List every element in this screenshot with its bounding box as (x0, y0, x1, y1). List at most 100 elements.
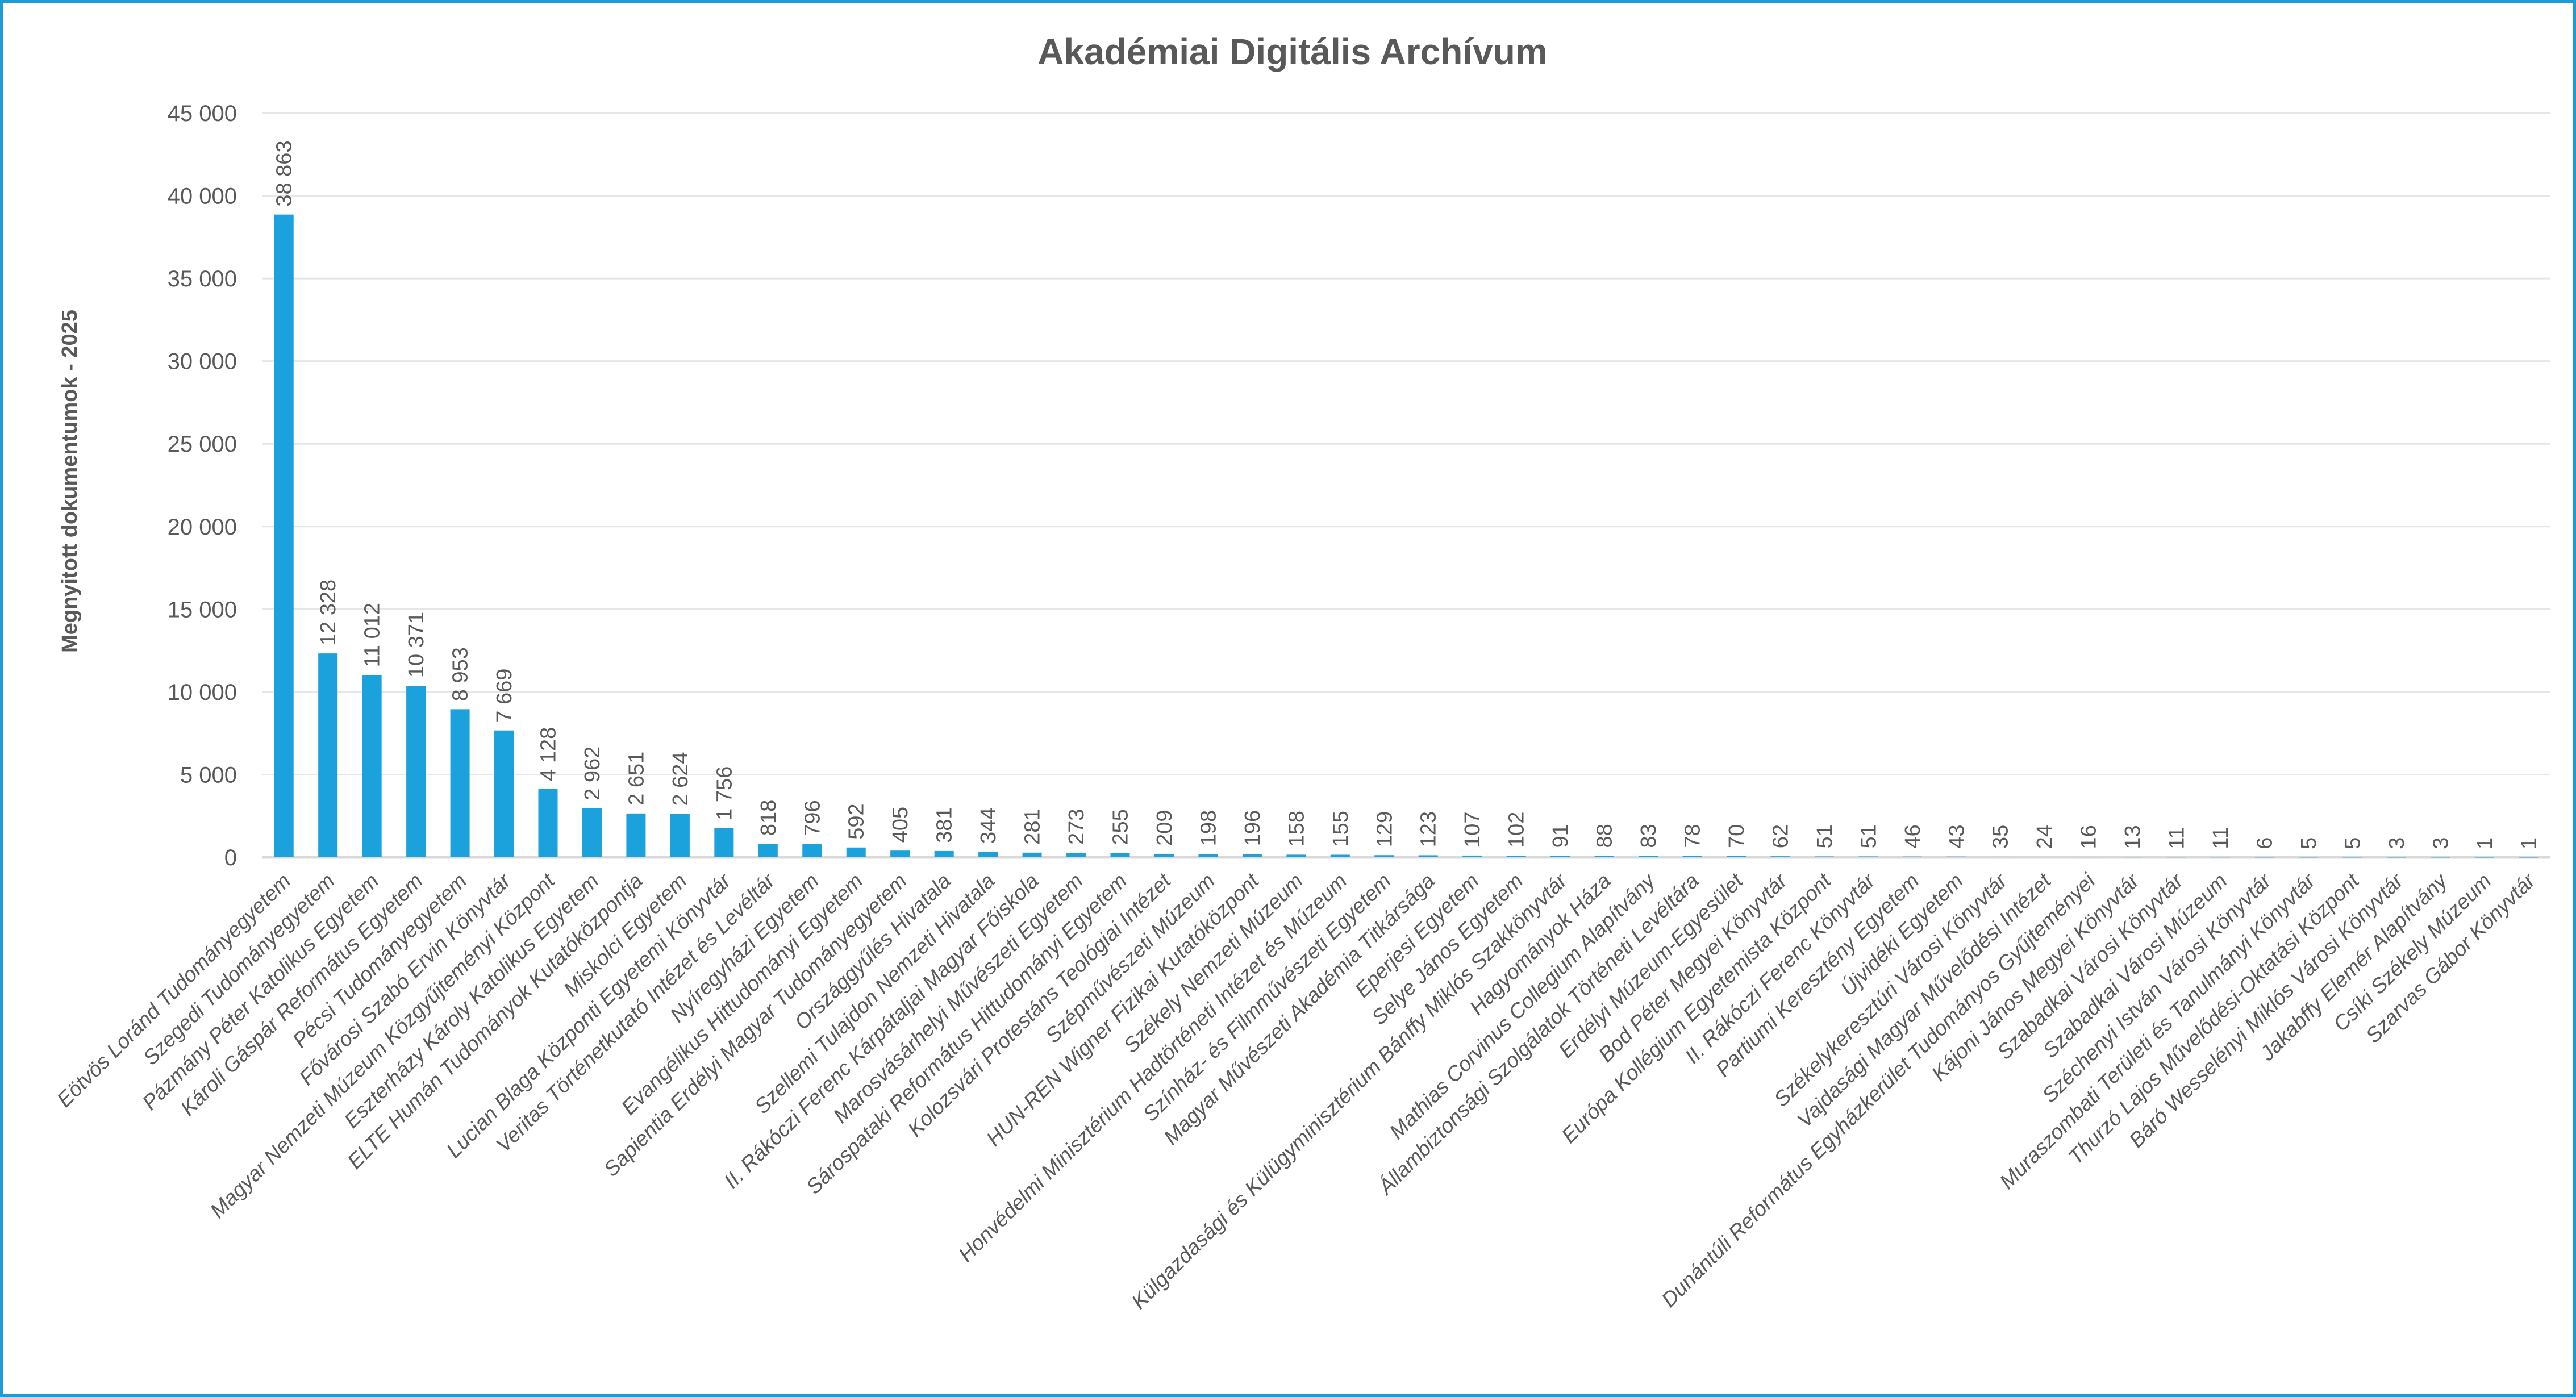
bar (450, 709, 470, 857)
bar (758, 844, 778, 857)
value-label: 2 962 (581, 747, 605, 800)
value-label: 43 (1945, 824, 1969, 848)
bar (2298, 857, 2318, 858)
bar (362, 675, 382, 857)
value-label: 1 (2517, 837, 2541, 849)
y-tick-label: 0 (224, 845, 237, 870)
bar (1418, 855, 1438, 857)
bar (2474, 857, 2494, 858)
value-label: 198 (1197, 810, 1220, 846)
y-tick-label: 30 000 (168, 349, 237, 374)
value-label: 24 (2033, 825, 2057, 849)
value-label: 405 (889, 807, 912, 843)
value-label: 51 (1813, 824, 1837, 848)
bar (1110, 853, 1130, 857)
bar (1726, 856, 1746, 857)
value-label: 7 669 (493, 669, 516, 723)
value-label: 818 (757, 800, 781, 836)
value-label: 46 (1901, 824, 1925, 848)
value-label: 129 (1373, 811, 1397, 847)
value-label: 38 863 (273, 140, 297, 206)
bar (1022, 852, 1042, 857)
bar (1330, 854, 1350, 857)
value-label: 6 (2253, 837, 2277, 849)
bar (494, 730, 514, 857)
bar (274, 214, 294, 857)
y-axis-ticks: 0 5 000 10 000 15 000 20 000 25 000 30 000 35 0… (168, 101, 237, 870)
bar (2342, 857, 2362, 858)
value-label: 3 (2429, 837, 2453, 849)
value-label: 51 (1857, 824, 1881, 848)
bar (2431, 857, 2450, 858)
y-axis-title: Megnyitott dokumentumok - 2025 (58, 310, 82, 653)
value-label: 1 (2473, 837, 2497, 849)
bar (1506, 856, 1526, 857)
bar (2211, 857, 2231, 858)
value-label: 11 (2165, 827, 2189, 849)
bar (2123, 857, 2143, 858)
value-label: 381 (933, 807, 957, 843)
value-label: 102 (1505, 812, 1529, 848)
bar (1154, 853, 1174, 857)
value-label: 83 (1637, 824, 1661, 848)
value-label: 123 (1417, 811, 1441, 847)
value-label: 70 (1725, 824, 1749, 848)
bar (1462, 855, 1482, 857)
value-label: 155 (1329, 811, 1353, 846)
value-label: 255 (1109, 809, 1133, 845)
bar (2386, 857, 2406, 858)
value-label: 344 (977, 808, 1001, 844)
value-label: 78 (1681, 824, 1705, 848)
value-label: 8 953 (449, 647, 473, 701)
value-label: 1 756 (712, 766, 736, 820)
y-tick-label: 10 000 (168, 680, 237, 705)
bar (978, 851, 998, 857)
bar (406, 686, 426, 857)
bar (846, 847, 866, 857)
bar (1374, 855, 1394, 857)
value-label: 592 (845, 803, 869, 839)
bar (2166, 857, 2186, 858)
bar (670, 814, 690, 857)
value-label: 4 128 (537, 727, 561, 781)
bar (626, 813, 646, 857)
bar (318, 653, 338, 857)
value-label: 35 (1989, 825, 2013, 849)
value-label: 796 (801, 800, 824, 836)
bar-chart: Akadémiai Digitális Archívum Megnyitott … (52, 31, 2550, 1313)
y-tick-label: 5 000 (180, 762, 237, 787)
value-label: 62 (1769, 824, 1793, 848)
bar (1066, 853, 1086, 857)
value-label: 2 651 (624, 752, 648, 806)
value-label: 16 (2077, 825, 2101, 849)
value-label: 209 (1153, 810, 1177, 846)
value-label: 273 (1065, 809, 1089, 845)
value-label: 196 (1241, 810, 1265, 846)
value-label: 3 (2385, 837, 2409, 849)
bar (1198, 854, 1218, 857)
value-label: 13 (2121, 825, 2145, 849)
bar (1682, 856, 1702, 857)
y-tick-label: 45 000 (168, 101, 237, 126)
bar (802, 844, 822, 857)
value-label: 88 (1593, 824, 1617, 848)
bar (714, 828, 734, 857)
y-tick-label: 20 000 (168, 515, 237, 540)
value-label: 91 (1549, 824, 1573, 848)
bar (1242, 854, 1262, 857)
value-label: 5 (2341, 837, 2365, 849)
y-tick-label: 25 000 (168, 432, 237, 457)
bar (2519, 857, 2539, 858)
value-label: 158 (1285, 811, 1308, 846)
value-label: 11 012 (361, 603, 385, 667)
value-label: 2 624 (669, 752, 693, 806)
bar (1639, 856, 1658, 857)
bar (1286, 854, 1306, 857)
bars (274, 214, 2539, 858)
bar (1770, 856, 1790, 857)
bar (582, 808, 602, 857)
bar (934, 850, 954, 857)
gridlines (262, 112, 2550, 859)
